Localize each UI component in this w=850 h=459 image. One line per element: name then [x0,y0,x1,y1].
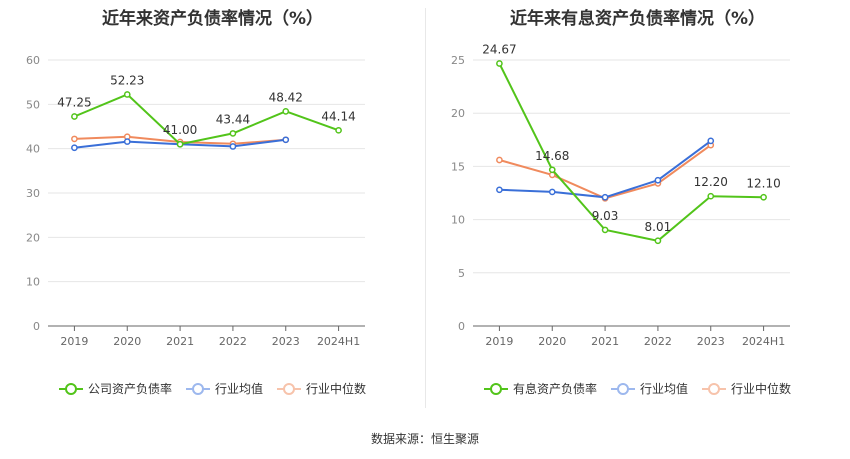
data-point [229,143,237,150]
legend-line-icon [185,382,210,395]
x-tick-label: 2020 [113,335,141,348]
data-point [335,126,342,134]
legend-line-icon [610,382,635,395]
x-tick-label: 2021 [591,335,619,348]
data-point [548,188,556,196]
y-tick-label: 50 [26,98,40,111]
data-point [654,237,662,245]
data-point [123,138,131,145]
data-point [282,136,290,144]
legend-label: 有息资产负债率 [512,382,597,396]
legend-item-industry-median[interactable]: 行业中位数 [702,380,791,397]
legend-label: 行业均值 [214,382,263,396]
data-point [707,192,715,200]
legend-item-company[interactable]: 有息资产负债率 [483,380,597,397]
x-tick-label: 2024H1 [742,335,785,348]
data-point [282,107,290,115]
data-point [654,176,662,184]
data-label: 12.10 [746,176,780,190]
data-label: 48.42 [269,90,303,104]
x-tick-label: 2023 [272,335,300,348]
data-point [496,156,503,164]
y-tick-label: 25 [451,54,465,67]
data-point [496,186,503,194]
data-label: 8.01 [645,220,672,234]
data-label: 44.14 [321,109,355,123]
data-label: 12.20 [694,175,728,189]
chart-plot: 0 10 20 30 40 50 60 2019 2020 2021 2022 2023 2024H1 4… [26,54,365,348]
data-label: 14.68 [535,149,569,163]
chart-legend: 有息资产负债率 行业均值 行业中位数 [425,380,850,397]
legend-line-icon [483,382,508,395]
data-point [71,144,78,152]
data-point [601,193,609,201]
y-tick-label: 10 [26,276,40,289]
data-point [123,91,131,98]
data-point [229,130,237,137]
data-point [496,60,503,67]
chart-legend: 公司资产负债率 行业均值 行业中位数 [0,380,425,397]
x-tick-label: 2022 [219,335,247,348]
data-label: 47.25 [57,96,91,110]
legend-item-company[interactable]: 公司资产负债率 [58,380,172,397]
data-point [707,137,715,145]
y-tick-label: 0 [33,320,40,333]
y-tick-label: 10 [451,214,465,227]
data-label: 43.44 [216,112,250,126]
chart-panel-interest-debt-ratio: 近年来有息资产负债率情况（%） 0 5 10 15 20 25 2019 2020 2021 20… [425,0,850,420]
chart-plot: 0 5 10 15 20 25 2019 2020 2021 2022 2023 2024H1 24.6… [451,43,790,348]
legend-label: 行业均值 [639,382,688,396]
legend-item-industry-average[interactable]: 行业均值 [610,380,688,397]
legend-label: 行业中位数 [306,382,367,396]
y-tick-label: 60 [26,54,40,67]
legend-line-icon [702,382,726,395]
x-tick-label: 2019 [485,335,513,348]
data-label: 52.23 [110,73,144,87]
y-tick-label: 30 [26,187,40,200]
data-point [601,226,609,234]
data-label: 9.03 [592,209,619,223]
data-point [71,135,78,143]
chart-title: 近年来有息资产负债率情况（%） [509,9,766,29]
data-point [760,193,767,201]
panel-divider [425,8,426,408]
legend-line-icon [277,382,301,395]
x-tick-label: 2020 [538,335,566,348]
legend-label: 行业中位数 [731,382,792,396]
data-source: 数据来源：恒生聚源 [370,432,479,446]
y-tick-label: 15 [451,160,465,173]
y-tick-label: 20 [451,107,465,120]
chart-panel-debt-ratio: 近年来资产负债率情况（%） 0 10 20 30 40 50 60 2019 2020 2021 2… [0,0,425,420]
data-point [548,166,556,174]
y-tick-label: 5 [458,267,465,280]
y-tick-label: 0 [458,320,465,333]
data-label: 24.67 [482,43,516,57]
data-label: 41.00 [163,123,197,137]
data-point [176,140,184,148]
y-tick-label: 20 [26,231,40,244]
x-tick-label: 2024H1 [317,335,360,348]
y-tick-label: 40 [26,143,40,156]
legend-item-industry-average[interactable]: 行业均值 [185,380,263,397]
x-tick-label: 2019 [60,335,88,348]
x-tick-label: 2022 [644,335,672,348]
legend-item-industry-median[interactable]: 行业中位数 [277,380,366,397]
data-point [71,113,78,120]
series-line [74,93,339,146]
x-tick-label: 2021 [166,335,194,348]
legend-line-icon [58,382,83,395]
series-line [498,63,764,242]
chart-title: 近年来资产负债率情况（%） [101,9,324,29]
x-tick-label: 2023 [697,335,725,348]
legend-label: 公司资产负债率 [87,382,172,396]
